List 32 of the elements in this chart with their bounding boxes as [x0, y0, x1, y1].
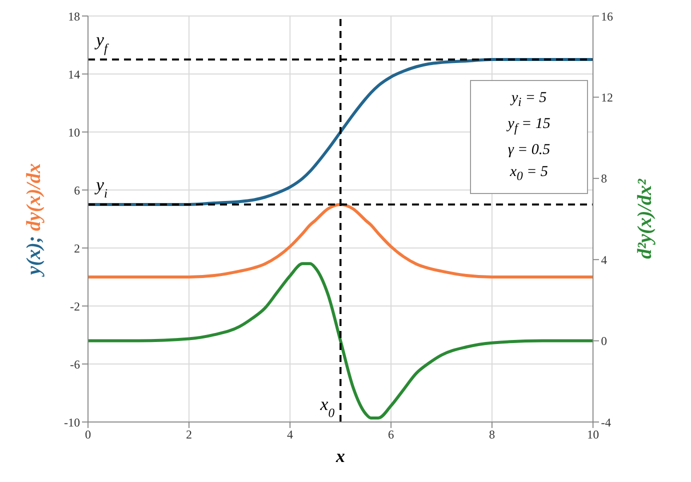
line-series [88, 203, 593, 278]
x-tick-label: 10 [587, 428, 599, 442]
x-tick-label: 0 [85, 428, 91, 442]
x-tick-label: 6 [388, 428, 394, 442]
y-axis-title: y(x); dy(x)/dx [23, 163, 45, 277]
y-tick-label: -2 [70, 299, 80, 314]
y-tick-label: -6 [70, 357, 80, 372]
y2-tick-label: 4 [601, 252, 607, 267]
x-tick-label: 2 [186, 428, 192, 442]
ref-line-label: y$_{i}$ [94, 174, 108, 200]
y2-tick-label: 12 [601, 90, 613, 104]
x-tick-label: 8 [489, 428, 495, 442]
y-tick-label: 6 [74, 183, 80, 198]
line-series [88, 262, 593, 420]
ref-line-label: y$_{f}$ [94, 30, 109, 56]
y2-tick-label: 8 [601, 172, 607, 186]
y2-tick-label: 16 [601, 9, 613, 24]
annotation: y$_{f}$ = 15 [506, 115, 552, 137]
y2-tick-label: -4 [601, 415, 611, 430]
y-tick-label: 14 [68, 67, 80, 82]
annotation: γ = 0.5 [506, 141, 552, 160]
annotation: y$_{i}$ = 5 [509, 89, 548, 111]
annotation: x$_{0}$ = 5 [508, 163, 550, 185]
y2-axis-title: d²y(x)/dx² [634, 178, 656, 259]
x-axis-title: x [335, 446, 345, 466]
y-tick-label: 2 [74, 241, 80, 256]
y-tick-label: 18 [68, 9, 80, 24]
y-tick-label: -10 [64, 415, 80, 430]
y-tick-label: 10 [68, 125, 80, 140]
x-tick-label: 4 [287, 428, 293, 442]
y2-tick-label: 0 [601, 334, 607, 348]
ref-line-label: x$_{0}$ [319, 394, 336, 420]
